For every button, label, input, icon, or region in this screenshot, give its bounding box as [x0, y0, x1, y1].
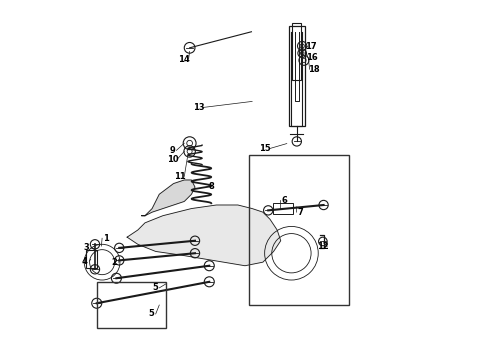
- Text: 2: 2: [112, 258, 118, 267]
- Polygon shape: [142, 180, 195, 216]
- Text: 5: 5: [152, 283, 158, 292]
- Text: 12: 12: [317, 242, 329, 251]
- Text: 17: 17: [305, 41, 316, 50]
- Text: 13: 13: [193, 103, 204, 112]
- Text: 4: 4: [82, 257, 88, 266]
- Bar: [292, 23, 301, 80]
- Text: 9: 9: [169, 146, 175, 155]
- Text: 7: 7: [298, 208, 304, 217]
- Text: 1: 1: [103, 234, 109, 243]
- Text: 11: 11: [174, 172, 186, 181]
- Text: 6: 6: [281, 196, 287, 205]
- Bar: [86, 249, 97, 267]
- Text: 14: 14: [178, 55, 190, 64]
- Text: 5: 5: [148, 310, 154, 319]
- Text: 10: 10: [167, 155, 179, 164]
- Polygon shape: [127, 205, 281, 266]
- Text: 8: 8: [209, 181, 215, 190]
- Text: 15: 15: [260, 144, 271, 153]
- Text: 16: 16: [306, 53, 318, 62]
- Bar: [289, 26, 305, 126]
- Bar: [248, 155, 348, 305]
- Text: 18: 18: [308, 65, 320, 74]
- Text: 3: 3: [84, 243, 90, 252]
- Bar: [273, 203, 293, 214]
- Bar: [97, 282, 167, 328]
